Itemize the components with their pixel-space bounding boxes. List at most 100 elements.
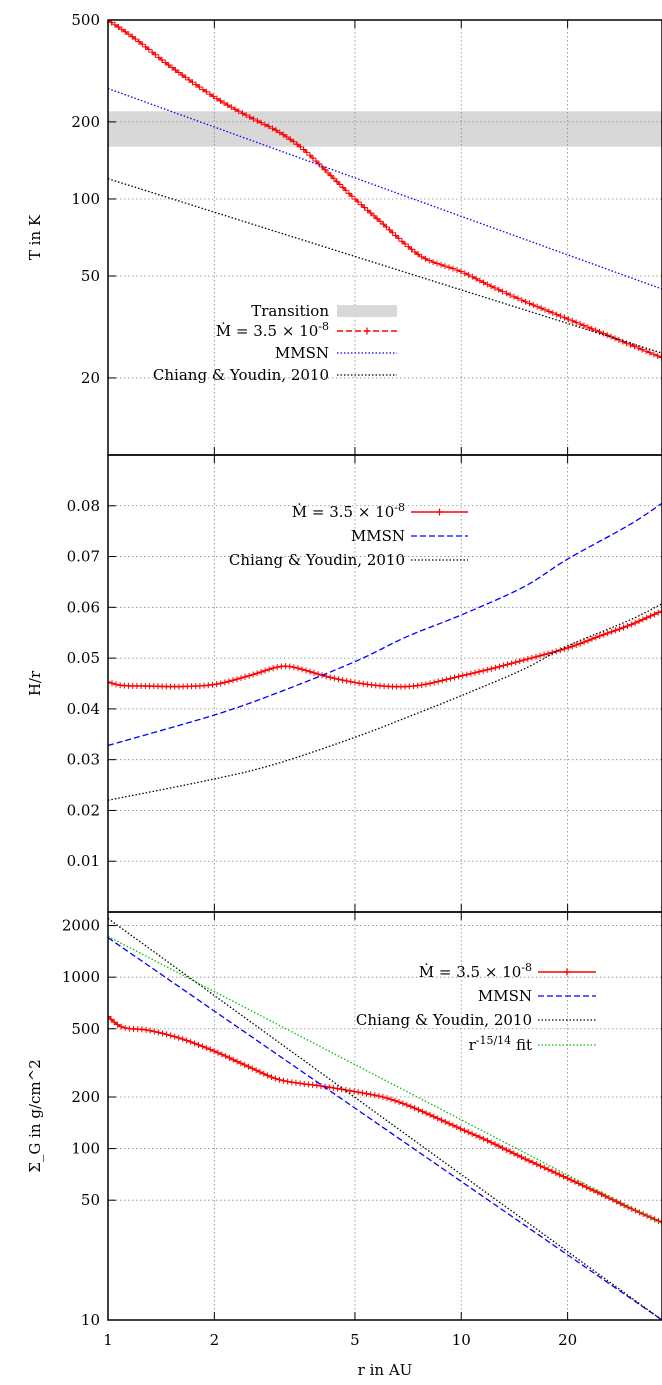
data-point	[476, 277, 483, 284]
data-point	[469, 1130, 476, 1137]
data-point	[330, 175, 337, 182]
data-point	[207, 1046, 214, 1053]
y-tick-label: 50	[81, 267, 100, 285]
data-point	[234, 676, 241, 683]
data-point	[187, 1038, 194, 1045]
data-point	[167, 1032, 174, 1039]
data-point	[139, 41, 146, 48]
data-point	[430, 1113, 437, 1120]
data-point	[435, 678, 442, 685]
data-point	[526, 1157, 533, 1164]
data-point	[430, 259, 437, 266]
data-point	[273, 127, 280, 134]
data-point	[496, 663, 503, 670]
data-point	[306, 152, 313, 159]
data-point	[159, 1030, 166, 1037]
data-point	[235, 108, 242, 115]
data-point	[265, 123, 272, 130]
data-point	[266, 666, 273, 673]
data-point	[162, 59, 169, 66]
data-point	[274, 664, 281, 671]
data-point	[405, 243, 412, 250]
data-point	[545, 308, 552, 315]
data-point	[209, 681, 216, 688]
data-point	[217, 97, 224, 104]
data-point	[333, 178, 340, 185]
data-point	[549, 649, 556, 656]
data-point	[268, 1074, 275, 1081]
plot-frame	[107, 911, 662, 1321]
data-point	[608, 628, 615, 635]
data-point	[407, 1103, 414, 1110]
data-point	[538, 305, 545, 312]
data-point	[592, 634, 599, 641]
data-point	[297, 143, 304, 150]
data-point	[169, 64, 176, 71]
data-point	[418, 681, 425, 688]
legend-label: MMSN	[478, 987, 532, 1005]
y-tick-label: 1000	[62, 968, 100, 986]
data-point	[364, 681, 371, 688]
data-point	[600, 631, 607, 638]
data-point	[290, 138, 297, 145]
series-line-2	[108, 502, 662, 747]
data-point	[585, 637, 592, 644]
data-point	[351, 1088, 358, 1095]
data-point	[423, 1110, 430, 1117]
data-point	[384, 1095, 391, 1102]
data-point	[327, 172, 334, 179]
data-point	[643, 614, 650, 621]
data-point	[158, 56, 165, 63]
data-point	[326, 1084, 333, 1091]
data-point	[370, 212, 377, 219]
data-point	[142, 43, 149, 50]
data-point	[250, 671, 257, 678]
data-point	[631, 343, 638, 350]
legend-label: MMSN	[351, 527, 405, 545]
data-point	[270, 665, 277, 672]
data-point	[358, 201, 365, 208]
data-point	[569, 317, 576, 324]
data-point	[221, 679, 228, 686]
data-point	[115, 24, 122, 31]
data-point	[175, 1034, 182, 1041]
data-point	[510, 1150, 517, 1157]
x-tick-label: 2	[210, 1331, 220, 1349]
data-point	[503, 290, 510, 297]
data-point	[258, 668, 265, 675]
legend-marker	[436, 508, 443, 516]
data-point	[371, 1092, 378, 1099]
series-markers-1	[108, 609, 662, 690]
data-point	[163, 1031, 170, 1038]
data-point	[229, 677, 236, 684]
data-point	[363, 1090, 370, 1097]
data-point	[335, 676, 342, 683]
series-line-4	[108, 935, 662, 1225]
data-point	[646, 349, 653, 356]
data-point	[619, 338, 626, 345]
series-line-3	[108, 178, 662, 354]
data-point	[639, 346, 646, 353]
data-point	[442, 1118, 449, 1125]
x-tick-label: 1	[103, 1331, 113, 1349]
data-point	[318, 163, 325, 170]
data-point	[234, 1058, 241, 1065]
data-point	[465, 1129, 472, 1136]
data-point	[356, 680, 363, 687]
data-point	[532, 653, 539, 660]
data-point	[339, 677, 346, 684]
data-point	[530, 301, 537, 308]
y-tick-label: 200	[71, 113, 100, 131]
data-point	[616, 626, 623, 633]
data-point	[132, 36, 139, 43]
y-axis-label: Σ_G in g/cm^2	[26, 1059, 44, 1172]
y-tick-label: 100	[71, 190, 100, 208]
data-point	[581, 639, 588, 646]
data-point	[500, 662, 507, 669]
y-tick-label: 0.05	[67, 649, 100, 667]
data-point	[568, 1177, 575, 1184]
data-point	[122, 28, 129, 35]
data-point	[351, 679, 358, 686]
data-point	[253, 1067, 260, 1074]
data-point	[334, 1085, 341, 1092]
